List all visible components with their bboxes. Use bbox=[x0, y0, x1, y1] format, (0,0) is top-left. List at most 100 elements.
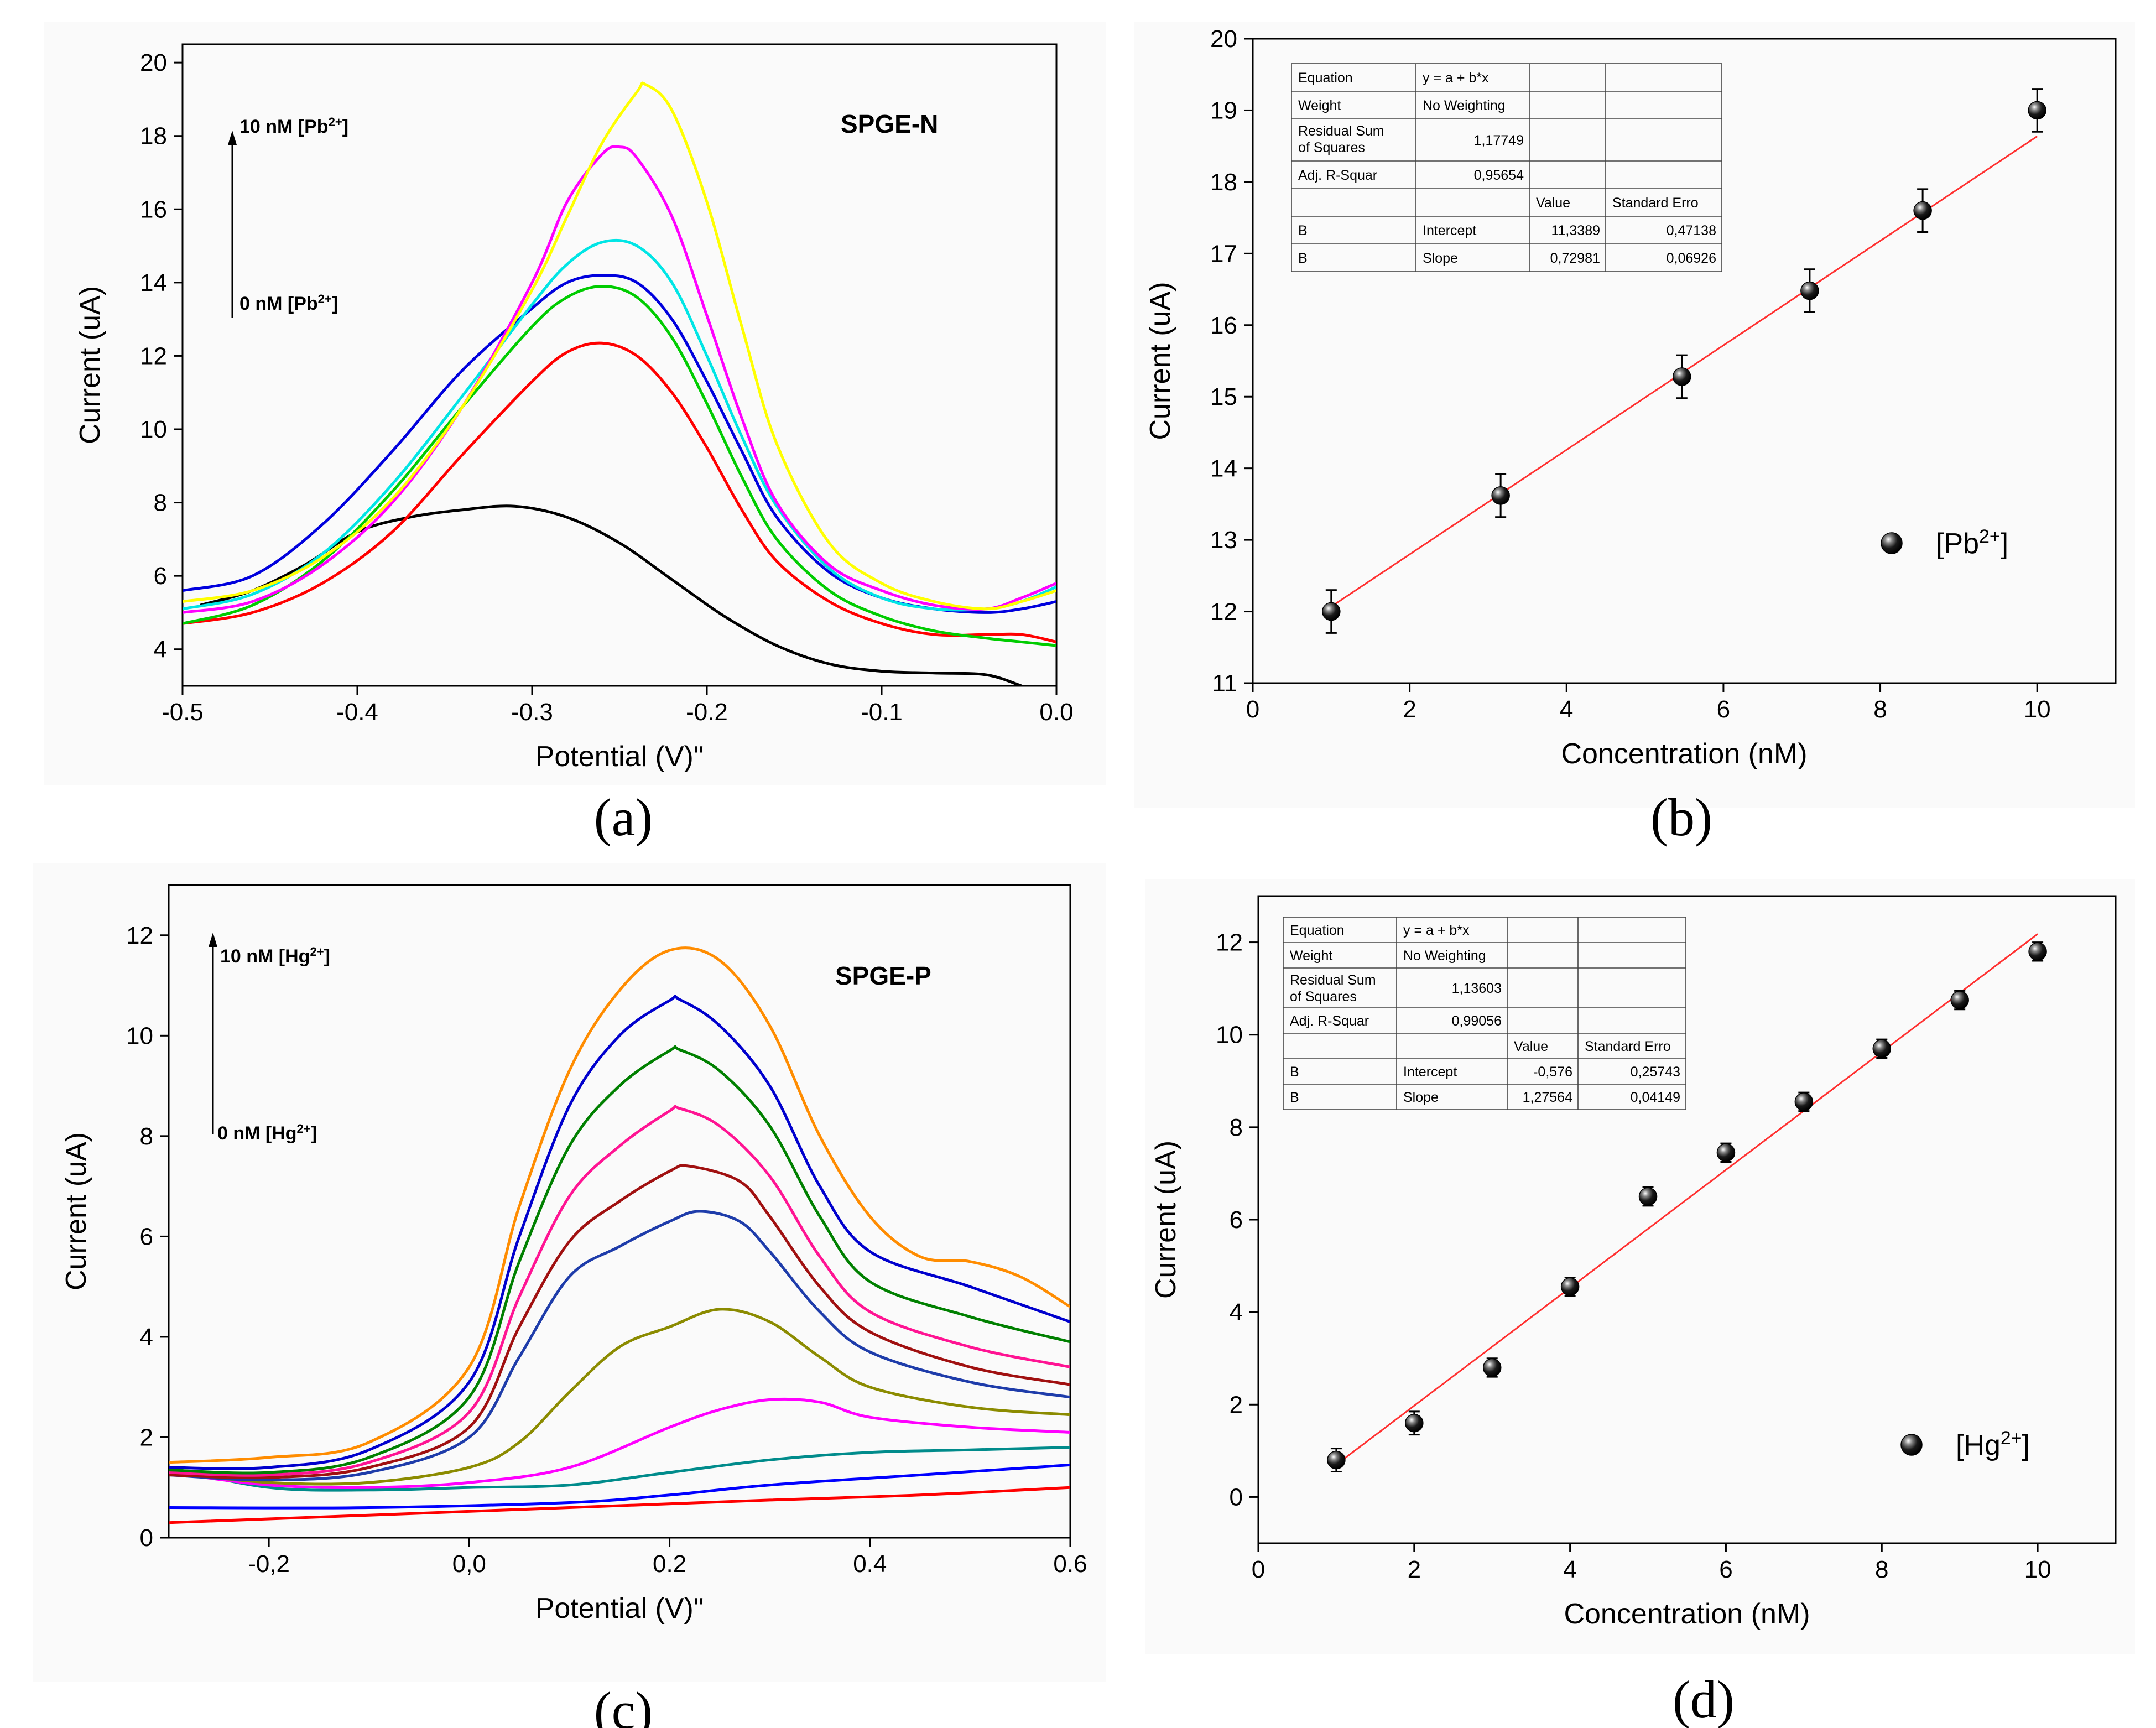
x-tick-label: 10 bbox=[2024, 696, 2051, 723]
voltammogram-curve bbox=[183, 81, 1056, 611]
electrode-label: SPGE-N bbox=[841, 110, 938, 138]
table-cell: -0,576 bbox=[1533, 1064, 1572, 1080]
y-tick-label: 12 bbox=[140, 342, 167, 369]
y-tick-label: 10 bbox=[140, 416, 167, 443]
x-tick-label: 8 bbox=[1875, 1556, 1888, 1583]
arrow-head bbox=[209, 933, 217, 947]
table-cell: B bbox=[1290, 1064, 1299, 1080]
data-point bbox=[2028, 101, 2046, 120]
plot-frame bbox=[168, 884, 1071, 1539]
x-tick-label: 8 bbox=[1873, 696, 1887, 723]
y-tick-label: 12 bbox=[126, 922, 153, 949]
x-tick-label: 2 bbox=[1403, 696, 1416, 723]
y-tick-label: 11 bbox=[1212, 670, 1237, 697]
table-cell: 11,3389 bbox=[1551, 223, 1600, 238]
arrow-top-label: 10 nM [Pb2+] bbox=[239, 115, 348, 138]
table-cell: B bbox=[1298, 251, 1308, 266]
arrow-head bbox=[228, 131, 237, 145]
plot-area bbox=[169, 946, 1070, 1524]
x-tick-label: 10 bbox=[2024, 1556, 2051, 1583]
y-tick-label: 0 bbox=[1230, 1484, 1243, 1511]
table-cell: 1,27564 bbox=[1523, 1090, 1572, 1105]
x-tick-label: 0.2 bbox=[653, 1550, 686, 1578]
y-axis-label: Current (uA) bbox=[60, 1132, 92, 1290]
legend-marker bbox=[1900, 1434, 1923, 1456]
voltammogram-curve bbox=[183, 145, 1056, 614]
y-tick-label: 6 bbox=[1230, 1206, 1243, 1233]
chart-panel-a: -0.5 -0.4 -0.3 -0.2 -0.1 0.0 4 6 8 10 12 14 16 18 20 Po… bbox=[44, 22, 1106, 847]
x-tick-label: 0 bbox=[1252, 1556, 1265, 1583]
data-point bbox=[1638, 1187, 1658, 1206]
y-tick-label: 2 bbox=[1230, 1391, 1243, 1418]
x-tick-label: -0.4 bbox=[336, 699, 378, 726]
data-point bbox=[1322, 602, 1341, 621]
table-cell: Intercept bbox=[1423, 223, 1476, 238]
table-cell: Residual Sum of Squares bbox=[1290, 972, 1376, 1004]
y-tick-label: 0 bbox=[140, 1524, 153, 1552]
y-tick-label: 20 bbox=[140, 49, 167, 76]
y-tick-label: 19 bbox=[1210, 97, 1237, 124]
y-tick-label: 2 bbox=[140, 1424, 153, 1451]
table-cell: Weight bbox=[1298, 98, 1341, 113]
table-cell: Weight bbox=[1290, 948, 1332, 964]
table-cell: B bbox=[1298, 223, 1308, 238]
y-tick-label: 13 bbox=[1210, 527, 1237, 554]
voltammogram-curve bbox=[169, 1463, 1070, 1510]
y-tick-label: 16 bbox=[1210, 312, 1237, 339]
table-cell: y = a + b*x bbox=[1423, 70, 1489, 86]
x-axis-label: Concentration (nM) bbox=[1564, 1598, 1810, 1630]
table-cell: 0,47138 bbox=[1667, 223, 1716, 238]
y-tick-label: 6 bbox=[154, 563, 167, 590]
data-point bbox=[1872, 1039, 1892, 1058]
y-tick-label: 10 bbox=[1216, 1022, 1243, 1049]
fit-parameter-table: Equation y = a + b*x Weight No Weighting Res… bbox=[1283, 917, 1686, 1110]
legend-label: [Pb2+] bbox=[1936, 526, 2008, 560]
data-point bbox=[1950, 991, 1969, 1009]
voltammogram-curve bbox=[169, 1210, 1070, 1482]
y-tick-label: 12 bbox=[1216, 929, 1243, 956]
voltammogram-curve bbox=[169, 1045, 1070, 1475]
y-tick-label: 16 bbox=[140, 196, 167, 223]
table-cell: Intercept bbox=[1403, 1064, 1457, 1080]
data-point bbox=[1794, 1092, 1814, 1111]
voltammogram-curve bbox=[169, 1486, 1070, 1524]
linear-fit-line bbox=[1336, 933, 2038, 1466]
voltammogram-curve bbox=[169, 995, 1070, 1470]
panel-background bbox=[1145, 879, 2135, 1654]
voltammogram-curve bbox=[169, 1397, 1070, 1489]
chart-panel-c: -0,2 0,0 0.2 0.4 0.6 0 2 4 6 8 10 12 Potential (V)" C… bbox=[33, 863, 1106, 1728]
y-tick-label: 14 bbox=[1210, 455, 1237, 482]
voltammogram-curve bbox=[183, 285, 1056, 647]
plot-frame bbox=[1252, 38, 2117, 684]
x-tick-label: 6 bbox=[1719, 1556, 1732, 1583]
data-point bbox=[1327, 1450, 1346, 1470]
table-cell: Equation bbox=[1298, 70, 1353, 86]
y-axis-label: Current (uA) bbox=[74, 286, 106, 444]
table-cell: No Weighting bbox=[1423, 98, 1506, 113]
plot-frame bbox=[1257, 895, 2117, 1544]
arrow-bottom-label: 0 nM [Pb2+] bbox=[239, 292, 338, 315]
y-tick-label: 8 bbox=[1230, 1114, 1243, 1141]
table-border bbox=[1291, 63, 1722, 272]
table-cell: 0,06926 bbox=[1667, 251, 1716, 266]
plot-area bbox=[1322, 88, 2046, 634]
panel-background bbox=[44, 22, 1106, 785]
table-cell: Slope bbox=[1423, 251, 1458, 266]
data-point bbox=[2028, 942, 2047, 961]
electrode-label: SPGE-P bbox=[835, 961, 931, 990]
x-axis-label: Potential (V)" bbox=[535, 741, 704, 773]
arrow-bottom-label: 0 nM [Hg2+] bbox=[217, 1122, 317, 1144]
plot-frame bbox=[181, 43, 1058, 687]
arrow-top-label: 10 nM [Hg2+] bbox=[220, 945, 330, 967]
table-cell: B bbox=[1290, 1090, 1299, 1105]
table-cell: 0,99056 bbox=[1452, 1013, 1502, 1029]
y-tick-label: 4 bbox=[154, 636, 167, 663]
x-tick-label: 6 bbox=[1717, 696, 1730, 723]
data-point bbox=[1913, 201, 1932, 220]
y-tick-label: 4 bbox=[1230, 1299, 1243, 1326]
x-tick-label: 0.6 bbox=[1053, 1550, 1087, 1578]
x-tick-label: -0.2 bbox=[686, 699, 728, 726]
table-cell: 1,17749 bbox=[1474, 133, 1524, 148]
chart-panel-b: 0 2 4 6 8 10 11 12 13 14 15 16 17 18 19 20 Concentration… bbox=[1134, 22, 2135, 847]
